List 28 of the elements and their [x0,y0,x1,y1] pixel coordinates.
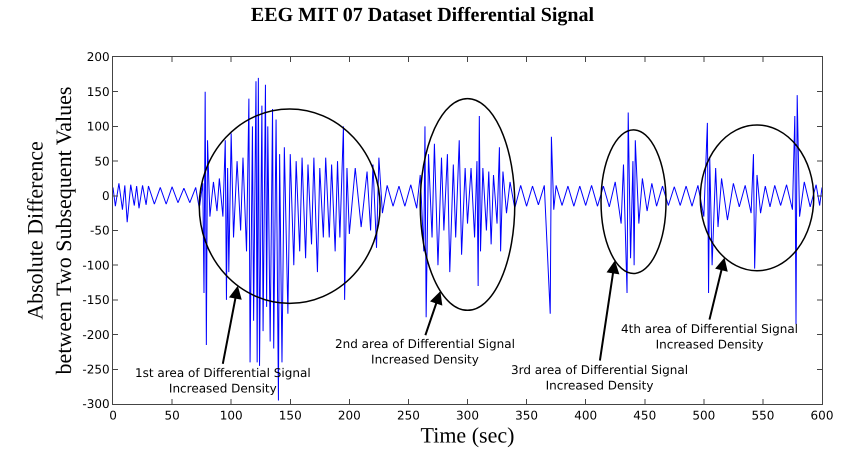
x-tick-label: 250 [396,408,420,422]
y-tick-label: 150 [86,84,110,99]
y-tick-label: -150 [82,293,110,308]
y-tick-label: -250 [82,362,110,376]
line-series [113,77,822,402]
y-tick-label: -300 [82,397,110,412]
y-tick-label: 0 [102,189,110,203]
y-tick-label: 200 [86,50,110,64]
y-tick-label: -200 [82,328,110,342]
y-axis-title: Absolute Difference between Two Subsequent Values [22,86,76,374]
x-tick-label: 500 [692,408,716,422]
y-tick-label: 100 [86,120,110,134]
chart-title: EEG MIT 07 Dataset Differential Signal [250,4,595,26]
x-tick-label: 200 [338,408,361,422]
y-tick-label: -100 [82,258,110,272]
x-tick-label: 350 [515,408,538,422]
x-tick-label: 150 [278,408,302,422]
y-tick-label: 50 [94,154,110,168]
annotation: 4th area of Differential Signal Increased Density [621,322,798,352]
x-tick-label: 50 [164,408,180,422]
x-tick-label: 550 [751,408,774,422]
x-tick-label: 100 [220,408,243,422]
x-tick-label: 450 [633,408,656,422]
x-axis-title: Time (sec) [420,422,514,448]
x-tick-label: 300 [456,408,479,422]
x-tick-label: 600 [810,408,834,422]
x-tick-label: 400 [574,408,598,422]
y-tick-label: -50 [90,224,110,238]
